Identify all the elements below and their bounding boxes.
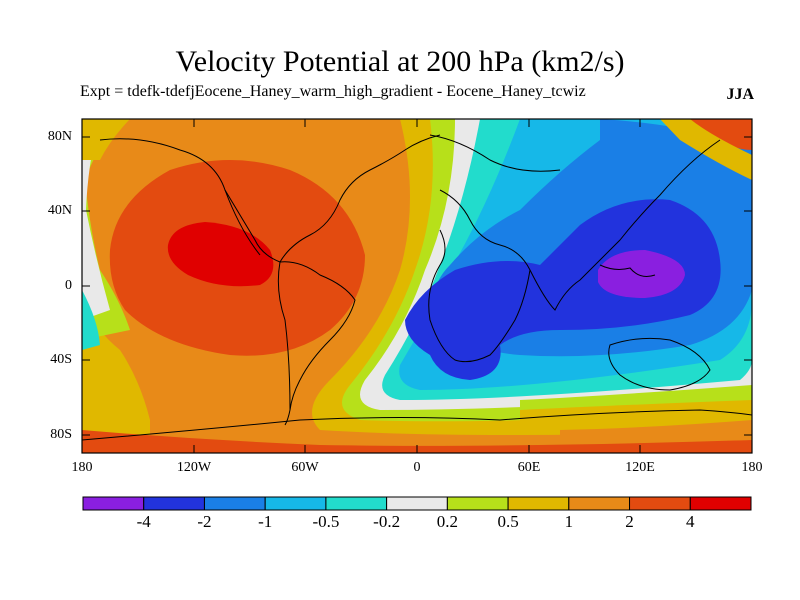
contour-band-below-neg-4 bbox=[598, 250, 685, 298]
antarctica-coast bbox=[82, 409, 752, 441]
x-tick-label: 180 bbox=[741, 460, 763, 475]
experiment-subtitle: Expt = tdefk-tdefjEocene_Haney_warm_high… bbox=[80, 83, 586, 100]
colorbar-swatch bbox=[507, 496, 570, 511]
contour-band-neg-2-to-neg-4 bbox=[405, 199, 721, 380]
y-tick-label: 40S bbox=[50, 352, 72, 367]
y-tick-label: 80S bbox=[50, 427, 72, 442]
australia-coast bbox=[608, 337, 711, 391]
colorbar-label: 0.5 bbox=[497, 512, 519, 531]
axis-ticks bbox=[82, 119, 752, 453]
colorbar-label: 1 bbox=[564, 512, 574, 531]
colorbar-label: -2 bbox=[197, 512, 212, 531]
asia-coast bbox=[529, 139, 721, 311]
colorbar-swatch bbox=[689, 496, 752, 511]
colorbar-swatch bbox=[446, 496, 509, 511]
x-tick-label: 60E bbox=[517, 460, 541, 475]
indonesia-islands bbox=[599, 264, 656, 277]
colorbar-swatch bbox=[82, 496, 145, 511]
contour-band-se-yellow bbox=[520, 400, 752, 431]
colorbar-label: -1 bbox=[258, 512, 273, 531]
europe-coast bbox=[429, 134, 561, 172]
y-tick-label: 0 bbox=[65, 278, 72, 293]
x-tick-label: 120W bbox=[176, 460, 212, 475]
colorbar-label: 2 bbox=[625, 512, 634, 531]
y-tick-label: 80N bbox=[47, 129, 72, 144]
colorbar-swatch bbox=[143, 496, 205, 511]
colorbar-label: -4 bbox=[136, 512, 151, 531]
colorbar-swatch bbox=[629, 496, 691, 511]
contour-band-south-red bbox=[82, 430, 752, 453]
colorbar bbox=[82, 496, 752, 511]
contour-fill-layer bbox=[82, 119, 752, 453]
map-title: Velocity Potential at 200 hPa (km2/s) bbox=[175, 45, 625, 78]
colorbar-label: 4 bbox=[686, 512, 695, 531]
africa-coast bbox=[428, 189, 531, 363]
contour-band-0.5-to-1 bbox=[82, 119, 150, 453]
colorbar-swatch bbox=[325, 496, 388, 511]
x-tick-label: 120E bbox=[625, 460, 655, 475]
season-label: JJA bbox=[726, 86, 754, 103]
contour-band-neutral-west bbox=[82, 119, 110, 320]
y-tick-label: 40N bbox=[47, 203, 72, 218]
colorbar-label: -0.5 bbox=[312, 512, 340, 531]
north-america-coast bbox=[99, 134, 441, 263]
colorbar-label: 0.2 bbox=[436, 512, 458, 531]
south-america-west-coast bbox=[277, 261, 291, 411]
x-tick-label: 0 bbox=[413, 460, 421, 475]
contour-band-ne-yellow bbox=[660, 119, 752, 180]
contour-band-neg-west bbox=[82, 290, 100, 350]
colorbar-label: -0.2 bbox=[373, 512, 401, 531]
colorbar-swatch bbox=[203, 496, 266, 511]
contour-band-ne-red bbox=[690, 119, 752, 150]
colorbar-swatch bbox=[264, 496, 327, 511]
contour-band-above-4 bbox=[167, 222, 274, 287]
contour-band-se-orange bbox=[560, 420, 752, 441]
x-tick-label: 180 bbox=[71, 460, 93, 475]
colorbar-swatch bbox=[386, 496, 448, 511]
coastlines bbox=[82, 134, 752, 441]
x-tick-label: 60W bbox=[291, 460, 319, 475]
baja-coast bbox=[224, 189, 261, 256]
colorbar-swatch bbox=[568, 496, 631, 511]
